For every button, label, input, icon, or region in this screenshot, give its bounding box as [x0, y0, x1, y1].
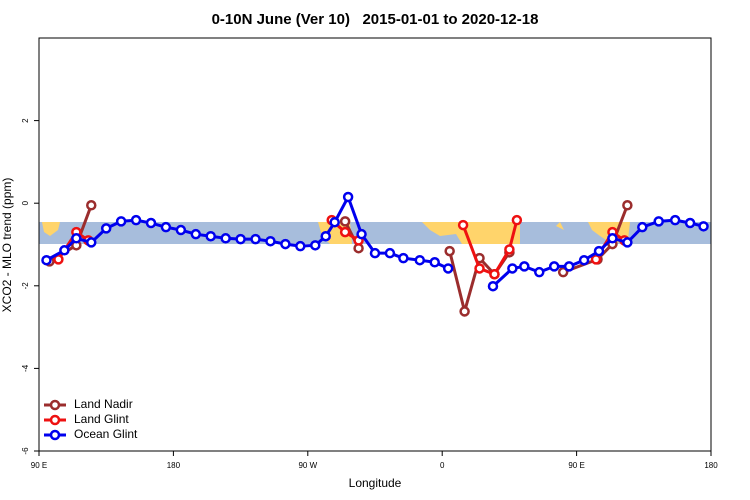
data-point: [71, 233, 82, 244]
data-point: [669, 214, 681, 226]
legend-label: Ocean Glint: [74, 427, 138, 441]
data-point: [220, 233, 231, 244]
y-axis-label: XCO2 - MLO trend (ppm): [0, 178, 14, 313]
x-tick-label: 180: [167, 461, 181, 470]
data-point: [384, 247, 396, 259]
data-point: [429, 257, 440, 268]
x-tick-label: 90 W: [298, 461, 317, 470]
data-point: [590, 254, 602, 265]
data-point: [684, 217, 696, 229]
data-point: [205, 230, 216, 242]
data-point: [250, 233, 261, 245]
data-point: [548, 261, 560, 272]
plot-frame: [38, 37, 712, 452]
y-tick-label: -6: [21, 447, 30, 455]
data-point: [175, 224, 187, 236]
data-point: [115, 216, 127, 227]
data-point: [59, 245, 70, 256]
data-point: [474, 263, 485, 274]
data-point: [145, 217, 157, 229]
data-point: [342, 191, 354, 203]
chart-title: 0-10N June (Ver 10) 2015-01-01 to 2020-1…: [212, 11, 539, 28]
data-point: [310, 240, 321, 251]
data-point: [489, 268, 500, 280]
data-point: [511, 214, 523, 226]
data-point: [295, 240, 306, 252]
data-point: [356, 228, 367, 240]
legend-marker: [49, 399, 61, 411]
data-point: [235, 233, 246, 245]
y-tick-label: -2: [21, 282, 30, 290]
data-point: [534, 266, 545, 278]
data-point: [607, 233, 618, 244]
x-tick-label: 0: [440, 461, 445, 470]
data-point: [41, 254, 52, 266]
data-point: [507, 263, 518, 274]
x-tick-label: 90 E: [568, 461, 584, 470]
data-point: [563, 261, 575, 272]
data-point: [339, 216, 351, 227]
data-point: [459, 306, 470, 317]
legend-marker: [49, 414, 61, 426]
data-point: [622, 237, 633, 248]
y-tick-label: -4: [21, 364, 30, 372]
data-point: [369, 247, 381, 259]
data-point: [329, 216, 340, 228]
data-point: [457, 219, 469, 231]
x-tick-label: 180: [704, 461, 718, 470]
data-point: [414, 254, 426, 266]
data-point: [320, 230, 331, 242]
data-point: [698, 221, 709, 232]
data-point: [130, 214, 142, 226]
data-point: [100, 223, 112, 234]
data-point: [622, 200, 633, 211]
y-tick-label: 2: [21, 118, 30, 123]
data-point: [86, 237, 97, 248]
data-point: [86, 200, 97, 211]
data-point: [280, 238, 291, 250]
data-point: [398, 252, 409, 264]
legend-label: Land Nadir: [74, 397, 133, 411]
data-point: [504, 244, 515, 255]
data-point: [557, 266, 569, 278]
x-axis-label: Longitude: [349, 476, 402, 490]
y-tick-label: 0: [21, 200, 30, 205]
data-point: [487, 280, 499, 292]
data-point: [442, 263, 454, 274]
data-point: [339, 226, 351, 238]
data-point: [265, 235, 276, 247]
data-point: [190, 228, 202, 240]
data-point: [444, 245, 455, 257]
data-point: [519, 261, 530, 272]
data-point: [593, 245, 605, 257]
data-point: [653, 216, 664, 227]
data-point: [578, 254, 590, 266]
legend-marker: [49, 429, 61, 441]
data-point: [637, 221, 648, 233]
x-tick-label: 90 E: [31, 461, 47, 470]
legend-label: Land Glint: [74, 412, 129, 426]
data-point: [53, 254, 64, 265]
data-point: [160, 221, 172, 233]
